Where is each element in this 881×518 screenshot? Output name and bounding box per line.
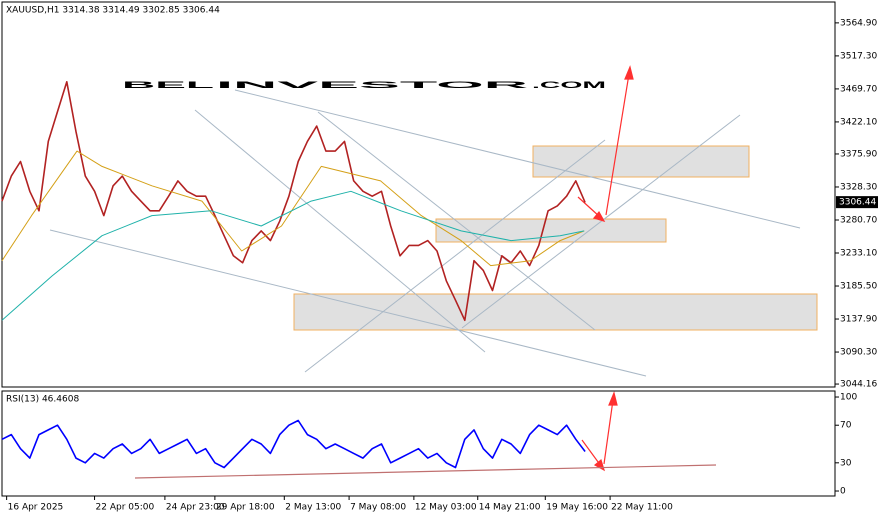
series-line <box>1 190 585 321</box>
y-tick-label: 0 <box>840 487 846 497</box>
x-tick-label: 29 Apr 18:00 <box>216 503 275 513</box>
trend-lines <box>49 89 801 377</box>
panel-title: RSI(13) 46.4608 <box>6 395 79 405</box>
series-line <box>1 419 586 469</box>
forecast-arrows <box>134 65 717 479</box>
x-tick-label: 24 Apr 23:00 <box>166 503 225 513</box>
y-tick-label: 3280.70 <box>840 215 877 225</box>
logo-text: .COM <box>532 80 606 90</box>
series-line <box>1 81 586 322</box>
y-tick-label: 3517.30 <box>840 51 877 61</box>
x-tick-label: 22 May 11:00 <box>611 503 673 513</box>
y-tick-label: 3469.70 <box>840 84 877 94</box>
series-line <box>1 150 585 267</box>
panel-title: XAUUSD,H1 3314.38 3314.49 3302.85 3306.4… <box>6 6 220 16</box>
y-tick-label: 3137.90 <box>840 315 877 325</box>
logo: BEL INVESTOR .COM <box>121 79 607 91</box>
support-zone <box>293 293 818 331</box>
x-tick-label: 2 May 13:00 <box>285 503 341 513</box>
x-tick-label: 7 May 08:00 <box>350 503 406 513</box>
x-tick-label: 19 May 16:00 <box>546 503 608 513</box>
y-tick-label: 3185.50 <box>840 282 877 292</box>
y-tick-label: 3090.30 <box>840 348 877 358</box>
x-tick-label: 22 Apr 05:00 <box>96 503 155 513</box>
y-tick-label: 3375.90 <box>840 149 877 159</box>
y-tick-label: 30 <box>840 458 852 468</box>
price-tag <box>836 196 878 209</box>
x-tick-label: 12 May 03:00 <box>415 503 477 513</box>
resistance-zone <box>532 145 750 178</box>
annotations <box>49 65 818 479</box>
y-tick-label: 3422.10 <box>840 117 877 127</box>
x-tick-label: 16 Apr 2025 <box>8 503 64 513</box>
logo-text: BEL <box>122 80 217 90</box>
panel-frame <box>1 1 836 388</box>
y-tick-label: 3233.10 <box>840 249 877 259</box>
logo-text: INVESTOR <box>216 80 531 90</box>
y-tick-label: 3044.16 <box>840 380 877 390</box>
y-tick-label: 100 <box>840 393 857 403</box>
price-tag-label: 3306.44 <box>839 198 876 208</box>
support-zone <box>435 218 667 243</box>
x-tick-label: 14 May 21:00 <box>479 503 541 513</box>
y-tick-label: 70 <box>840 421 852 431</box>
panel-frame <box>1 390 836 497</box>
y-tick-label: 3328.30 <box>840 182 877 192</box>
y-tick-label: 3564.90 <box>840 18 877 28</box>
